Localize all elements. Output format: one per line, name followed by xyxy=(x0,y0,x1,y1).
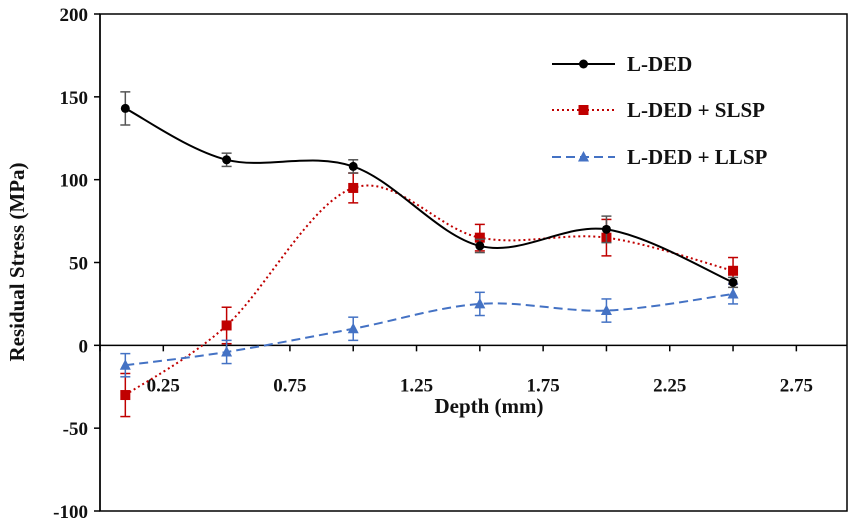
y-tick-label: 100 xyxy=(60,171,89,192)
data-point xyxy=(475,241,485,251)
data-point xyxy=(474,297,486,309)
legend-swatch-marker xyxy=(579,59,588,69)
y-axis-ticks: -100 -50 0 50 100 150 200 xyxy=(53,5,100,520)
series-layer xyxy=(119,91,739,418)
x-tick-label: 1.75 xyxy=(527,375,560,396)
legend-swatch-marker xyxy=(578,105,589,115)
series-l-ded-llsp xyxy=(119,283,739,378)
legend-entry: L-DED xyxy=(552,52,692,76)
data-point xyxy=(728,265,739,276)
plot-frame xyxy=(99,13,848,512)
legend-entry: L-DED + LLSP xyxy=(552,145,767,169)
y-tick-label: 200 xyxy=(60,5,89,26)
legend-label: L-DED + LLSP xyxy=(627,145,767,169)
x-tick-label: 2.75 xyxy=(780,375,813,396)
data-point xyxy=(474,232,485,243)
y-tick-label: 50 xyxy=(69,254,88,275)
data-point xyxy=(348,161,358,171)
data-point xyxy=(728,277,738,287)
data-point xyxy=(119,359,131,370)
series-line xyxy=(125,292,734,367)
legend-label: L-DED + SLSP xyxy=(627,98,765,122)
legend-entry: L-DED + SLSP xyxy=(552,98,765,122)
y-tick-label: -100 xyxy=(53,502,88,520)
legend-label: L-DED xyxy=(627,52,692,76)
series-l-ded xyxy=(120,91,739,289)
y-tick-label: -50 xyxy=(63,419,88,440)
data-point xyxy=(221,320,232,331)
x-tick-label: 1.25 xyxy=(400,375,433,396)
x-tick-label: 2.25 xyxy=(653,375,686,396)
data-point xyxy=(222,155,232,165)
x-tick-label: 0.75 xyxy=(273,375,306,396)
x-axis-title: Depth (mm) xyxy=(434,394,543,418)
data-point xyxy=(348,182,359,193)
data-point xyxy=(221,345,233,357)
data-point xyxy=(120,390,131,401)
y-axis-title: Residual Stress (MPa) xyxy=(5,162,29,361)
x-axis-ticks: 0.25 0.75 1.25 1.75 2.25 2.75 xyxy=(99,345,813,396)
data-point xyxy=(727,287,739,299)
data-point xyxy=(600,304,612,316)
legend: L-DED L-DED + SLSP L-DED + LLSP xyxy=(552,52,767,169)
data-point xyxy=(120,103,130,113)
y-tick-label: 0 xyxy=(79,336,89,357)
y-tick-label: 150 xyxy=(60,88,89,109)
data-point xyxy=(601,224,611,234)
x-tick-label: 0.25 xyxy=(147,375,180,396)
data-point xyxy=(347,322,359,334)
legend-swatch-marker xyxy=(578,151,589,162)
